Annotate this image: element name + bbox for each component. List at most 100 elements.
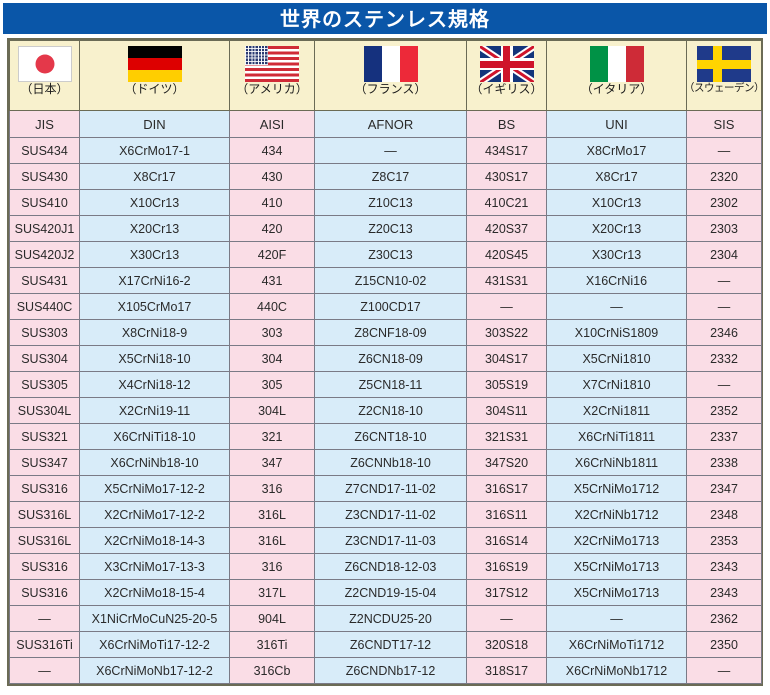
table-row: SUS321 X6CrNiTi18-10 321 Z6CNT18-10 321S31 X6… — [9, 423, 762, 450]
cell-sis: 2338 — [686, 449, 762, 476]
cell-din: X5CrNiMo17-12-2 — [79, 475, 230, 502]
cell-bs: 304S17 — [466, 345, 547, 372]
table-row: SUS420J2 X30Cr13 420F Z30C13 420S45 X30Cr13 23… — [9, 241, 762, 268]
cell-bs: 420S37 — [466, 215, 547, 242]
cell-jis: SUS440C — [9, 293, 80, 320]
cell-afnor: — — [314, 137, 467, 164]
cell-afnor: Z5CN18-11 — [314, 371, 467, 398]
italy-flag-icon — [589, 46, 644, 82]
cell-aisi: 305 — [229, 371, 315, 398]
country-label-italy: （イタリア） — [580, 82, 653, 96]
cell-afnor: Z8C17 — [314, 163, 467, 190]
cell-afnor: Z30C13 — [314, 241, 467, 268]
cell-afnor: Z6CNDT17-12 — [314, 631, 467, 658]
table-row: SUS303 X8CrNi18-9 303 Z8CNF18-09 303S22 X10Cr… — [9, 319, 762, 346]
cell-din: X5CrNi18-10 — [79, 345, 230, 372]
cell-jis: SUS430 — [9, 163, 80, 190]
cell-sis: 2302 — [686, 189, 762, 216]
table-row: SUS316L X2CrNiMo17-12-2 316L Z3CND17-11-02 3… — [9, 501, 762, 528]
cell-din: X30Cr13 — [79, 241, 230, 268]
cell-afnor: Z3CND17-11-02 — [314, 501, 467, 528]
cell-bs: 431S31 — [466, 267, 547, 294]
column-header-din: DIN — [79, 110, 230, 138]
table-row: SUS316 X2CrNiMo18-15-4 317L Z2CND19-15-04 31… — [9, 579, 762, 606]
cell-aisi: 316Ti — [229, 631, 315, 658]
cell-sis: 2343 — [686, 579, 762, 606]
cell-sis: 2347 — [686, 475, 762, 502]
cell-afnor: Z15CN10-02 — [314, 267, 467, 294]
uk-flag-icon — [479, 46, 534, 82]
cell-din: X6CrMo17-1 — [79, 137, 230, 164]
table-row: SUS316Ti X6CrNiMoTi17-12-2 316Ti Z6CNDT17-1… — [9, 631, 762, 658]
cell-aisi: 420 — [229, 215, 315, 242]
cell-uni: X30Cr13 — [546, 241, 687, 268]
cell-afnor: Z2CN18-10 — [314, 397, 467, 424]
cell-aisi: 317L — [229, 579, 315, 606]
cell-din: X2CrNiMo18-14-3 — [79, 527, 230, 554]
cell-bs: — — [466, 605, 547, 632]
cell-afnor: Z2NCDU25-20 — [314, 605, 467, 632]
cell-bs: 430S17 — [466, 163, 547, 190]
cell-aisi: 431 — [229, 267, 315, 294]
cell-uni: X6CrNiTi1811 — [546, 423, 687, 450]
cell-bs: 434S17 — [466, 137, 547, 164]
cell-sis: 2320 — [686, 163, 762, 190]
cell-din: X17CrNi16-2 — [79, 267, 230, 294]
japan-flag-icon — [17, 46, 72, 82]
cell-afnor: Z6CND18-12-03 — [314, 553, 467, 580]
cell-sis: 2343 — [686, 553, 762, 580]
cell-aisi: 303 — [229, 319, 315, 346]
table-row: SUS316 X3CrNiMo17-13-3 316 Z6CND18-12-03 316… — [9, 553, 762, 580]
cell-uni: X16CrNi16 — [546, 267, 687, 294]
table-row: SUS410 X10Cr13 410 Z10C13 410C21 X10Cr13 2302 — [9, 189, 762, 216]
cell-jis: SUS305 — [9, 371, 80, 398]
cell-bs: 316S19 — [466, 553, 547, 580]
cell-jis: SUS431 — [9, 267, 80, 294]
table-row: SUS304 X5CrNi18-10 304 Z6CN18-09 304S17 X5CrN… — [9, 345, 762, 372]
cell-bs: 316S14 — [466, 527, 547, 554]
cell-uni: X7CrNi1810 — [546, 371, 687, 398]
cell-sis: 2303 — [686, 215, 762, 242]
cell-aisi: 430 — [229, 163, 315, 190]
cell-uni: X5CrNiMo1712 — [546, 475, 687, 502]
cell-bs: 304S11 — [466, 397, 547, 424]
cell-bs: 410C21 — [466, 189, 547, 216]
standards-table-container: （日本） （ドイツ） （アメリカ） — [7, 38, 763, 686]
cell-sis: — — [686, 267, 762, 294]
table-row: SUS430 X8Cr17 430 Z8C17 430S17 X8Cr17 2320 — [9, 163, 762, 190]
cell-bs: 347S20 — [466, 449, 547, 476]
cell-sis: 2353 — [686, 527, 762, 554]
cell-bs: 305S19 — [466, 371, 547, 398]
cell-bs: 321S31 — [466, 423, 547, 450]
cell-aisi: 304 — [229, 345, 315, 372]
cell-sis: 2304 — [686, 241, 762, 268]
cell-aisi: 316L — [229, 501, 315, 528]
cell-aisi: 316L — [229, 527, 315, 554]
cell-sis: 2350 — [686, 631, 762, 658]
country-cell-sweden: （スウェーデン） — [686, 40, 762, 111]
cell-sis: 2346 — [686, 319, 762, 346]
cell-jis: — — [9, 605, 80, 632]
cell-jis: SUS347 — [9, 449, 80, 476]
cell-sis: — — [686, 371, 762, 398]
cell-afnor: Z100CD17 — [314, 293, 467, 320]
cell-sis: — — [686, 657, 762, 684]
cell-aisi: 904L — [229, 605, 315, 632]
cell-uni: X8Cr17 — [546, 163, 687, 190]
country-label-sweden: （スウェーデン） — [686, 82, 762, 94]
standards-table: （日本） （ドイツ） （アメリカ） — [9, 40, 762, 684]
cell-uni: X2CrNi1811 — [546, 397, 687, 424]
cell-afnor: Z6CNT18-10 — [314, 423, 467, 450]
cell-uni: X8CrMo17 — [546, 137, 687, 164]
cell-uni: X2CrNiNb1712 — [546, 501, 687, 528]
cell-din: X10Cr13 — [79, 189, 230, 216]
cell-uni: — — [546, 605, 687, 632]
country-label-germany: （ドイツ） — [124, 82, 185, 96]
usa-flag-icon — [245, 46, 299, 82]
table-row: SUS434 X6CrMo17-1 434—434S17 X8CrMo17— — [9, 137, 762, 164]
cell-aisi: 316Cb — [229, 657, 315, 684]
cell-uni: X2CrNiMo1713 — [546, 527, 687, 554]
cell-bs: 420S45 — [466, 241, 547, 268]
cell-aisi: 304L — [229, 397, 315, 424]
